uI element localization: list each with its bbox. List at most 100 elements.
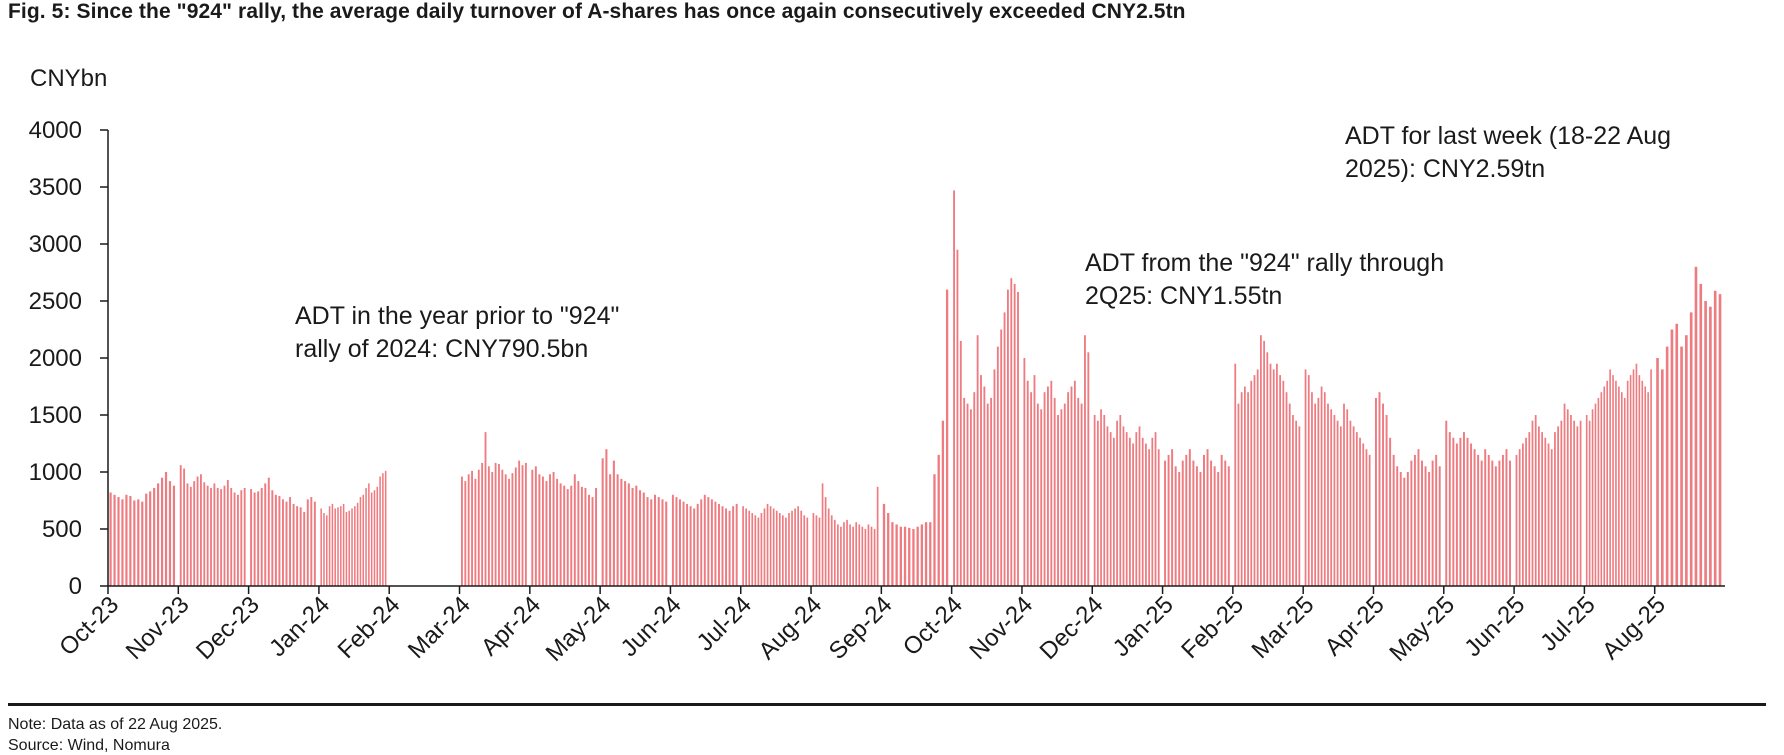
- bar: [570, 485, 573, 586]
- bar: [891, 522, 894, 586]
- bar: [700, 499, 703, 586]
- bar: [689, 506, 692, 586]
- bar: [1547, 443, 1550, 586]
- bar: [1224, 460, 1227, 586]
- bar: [858, 524, 861, 586]
- bar: [1250, 380, 1253, 586]
- bar: [1399, 472, 1402, 586]
- bar: [1459, 437, 1462, 586]
- bar: [1531, 420, 1534, 586]
- bar: [785, 517, 787, 586]
- x-tick-label: Dec-23: [191, 591, 265, 665]
- bar: [168, 481, 172, 586]
- bar: [257, 491, 260, 586]
- bar: [1518, 449, 1521, 586]
- bar: [196, 476, 199, 586]
- bar: [264, 483, 267, 586]
- bar: [778, 513, 781, 586]
- bar: [1185, 454, 1188, 586]
- bar: [815, 515, 818, 586]
- bar: [748, 510, 751, 586]
- bar: [1320, 386, 1323, 586]
- bar: [920, 524, 924, 586]
- bar: [861, 526, 864, 586]
- bar: [320, 508, 322, 586]
- bar: [193, 481, 196, 586]
- bar: [1618, 386, 1620, 586]
- bar: [1080, 403, 1083, 586]
- bar: [1247, 392, 1249, 586]
- bar: [534, 466, 537, 586]
- bar: [292, 503, 295, 586]
- bar: [1455, 443, 1458, 586]
- bar: [328, 506, 331, 586]
- bar: [1515, 454, 1518, 586]
- bar: [1694, 266, 1698, 586]
- bar: [1073, 380, 1076, 586]
- bar: [671, 494, 674, 586]
- bar: [846, 519, 848, 586]
- bar: [588, 494, 590, 586]
- bar: [973, 392, 976, 586]
- bar: [1368, 454, 1371, 586]
- bar: [1116, 420, 1118, 586]
- bar: [693, 508, 696, 586]
- bar: [1243, 386, 1246, 586]
- bar: [821, 483, 824, 586]
- bar: [870, 526, 873, 586]
- bar: [876, 486, 879, 586]
- bar: [908, 527, 911, 586]
- y-tick-label: 1000: [29, 459, 82, 486]
- bar: [365, 487, 367, 586]
- bar: [986, 403, 989, 586]
- bar: [1210, 460, 1213, 586]
- bar: [584, 487, 587, 586]
- bar: [1327, 403, 1329, 586]
- bar: [1576, 426, 1579, 586]
- bar: [1428, 472, 1431, 586]
- bar: [1392, 454, 1395, 586]
- bar: [1606, 380, 1608, 586]
- bar: [345, 511, 348, 586]
- bar: [1269, 363, 1272, 586]
- bar: [580, 486, 583, 586]
- bar: [1070, 386, 1073, 586]
- bar: [125, 494, 128, 586]
- bar: [1713, 290, 1717, 586]
- bar: [682, 501, 685, 586]
- bar: [133, 500, 136, 586]
- bar: [1665, 346, 1669, 586]
- bar: [1406, 472, 1409, 586]
- bar: [226, 479, 229, 586]
- bar: [953, 190, 955, 587]
- bar: [959, 340, 962, 586]
- bar: [924, 522, 928, 586]
- bar: [864, 529, 867, 586]
- bar: [679, 499, 681, 586]
- bar: [1689, 312, 1693, 586]
- bar: [348, 510, 350, 586]
- bar: [213, 483, 216, 586]
- chart-source: Source: Wind, Nomura: [8, 737, 170, 754]
- bar: [725, 508, 728, 586]
- bar: [260, 487, 263, 586]
- bar: [1403, 477, 1406, 586]
- bar: [464, 481, 467, 586]
- bar: [772, 508, 775, 586]
- y-tick-label: 3500: [29, 174, 82, 201]
- bar: [370, 492, 373, 586]
- bar: [751, 513, 754, 586]
- bar: [653, 494, 657, 586]
- x-tick-label: Sep-24: [824, 591, 898, 665]
- bar: [714, 501, 717, 586]
- bar: [1047, 386, 1049, 586]
- bar: [1093, 415, 1096, 586]
- bar: [1174, 466, 1177, 586]
- bar: [498, 464, 500, 586]
- bar: [1621, 392, 1623, 586]
- bar: [1295, 420, 1298, 586]
- bar: [359, 497, 362, 586]
- bar: [1000, 329, 1003, 586]
- bar: [1084, 335, 1086, 586]
